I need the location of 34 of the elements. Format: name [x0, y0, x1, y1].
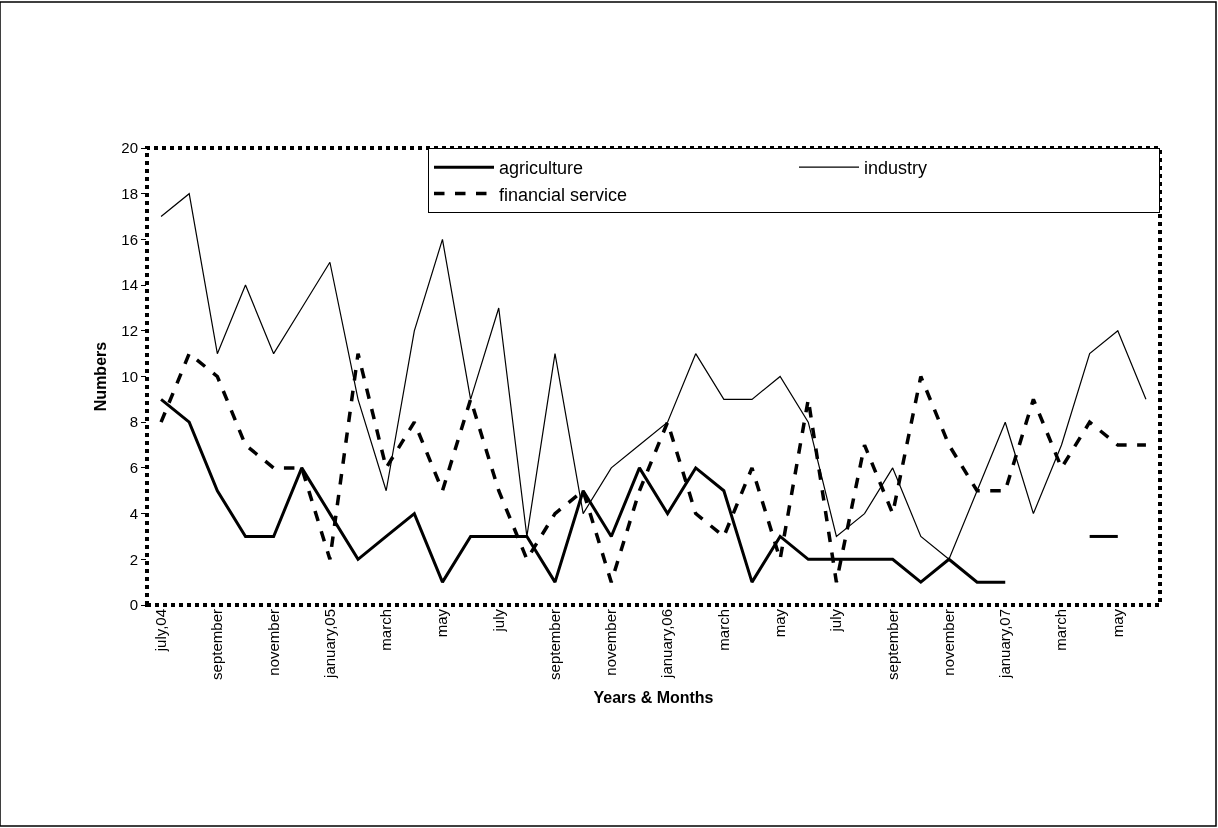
y-tick-label: 0 [129, 596, 138, 614]
legend-label: agriculture [499, 158, 584, 179]
x-tick-label: september [208, 609, 226, 680]
x-tick-label: march [1052, 609, 1070, 651]
y-axis-title: Numbers [92, 341, 110, 412]
y-tick-label: 4 [129, 504, 138, 522]
y-tick-label: 6 [129, 459, 138, 477]
x-tick-label: march [714, 609, 732, 651]
x-tick-label: january,05 [320, 609, 338, 679]
x-tick-label: july,04 [151, 609, 169, 653]
legend-label: industry [864, 158, 928, 179]
x-tick-label: may [771, 608, 789, 638]
x-tick-label: march [377, 609, 395, 651]
y-tick-label: 12 [121, 322, 138, 340]
x-axis-title: Years & Months [593, 688, 714, 706]
x-tick-label: september [883, 609, 901, 680]
y-tick-label: 16 [121, 230, 138, 248]
x-tick-label: january,07 [996, 609, 1014, 679]
x-tick-label: january,06 [658, 609, 676, 679]
x-tick-label: november [264, 609, 282, 676]
x-tick-label: november [939, 609, 957, 676]
x-tick-label: july [827, 608, 845, 633]
y-tick-label: 2 [129, 550, 138, 568]
y-tick-label: 18 [121, 184, 138, 202]
y-tick-label: 10 [121, 367, 138, 385]
x-tick-label: may [1108, 608, 1126, 638]
legend-label: financial service [499, 184, 628, 205]
x-tick-label: november [602, 609, 620, 676]
x-tick-label: july [489, 608, 507, 633]
y-tick-label: 8 [129, 413, 138, 431]
x-tick-label: september [545, 609, 563, 680]
y-tick-label: 14 [121, 276, 138, 294]
x-tick-label: may [433, 608, 451, 638]
y-tick-label: 20 [121, 139, 138, 157]
